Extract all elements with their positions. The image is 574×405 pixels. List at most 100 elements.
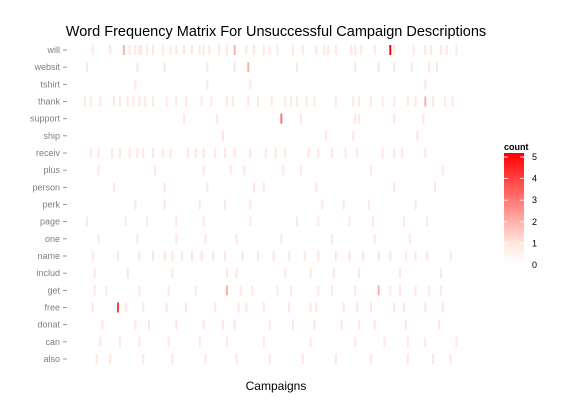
heatmap-cell-will (276, 45, 279, 55)
x-axis-label: Campaigns (246, 379, 307, 393)
legend: count 5 4 3 2 1 0 (504, 142, 537, 270)
heatmap-cell-receiv (214, 148, 217, 158)
heatmap-cell-includ (332, 268, 335, 279)
heatmap-cell-page (348, 216, 351, 227)
y-tick-label-one: one (45, 234, 60, 244)
heatmap-cell-websit (233, 62, 236, 73)
heatmap-cell-person (113, 182, 116, 193)
heatmap-cell-receiv (264, 148, 267, 158)
heatmap-cell-receiv (169, 148, 172, 158)
heatmap-cell-free (91, 302, 94, 313)
heatmap-cell-thank (231, 96, 234, 107)
heatmap-cell-thank (381, 96, 384, 107)
heatmap-cell-will (360, 45, 363, 55)
heatmap-cell-page (85, 216, 88, 227)
heatmap-cell-name (152, 251, 154, 261)
heatmap-cell-get (428, 285, 431, 296)
heatmap-cell-thank (270, 96, 273, 107)
heatmap-cell-can (99, 336, 102, 347)
heatmap-cell-name (362, 251, 365, 261)
heatmap-cell-plus (299, 165, 302, 176)
heatmap-cell-donat (404, 319, 407, 330)
heatmap-cell-will (175, 45, 178, 55)
heatmap-cell-websit (435, 62, 438, 73)
heatmap-cell-also (268, 354, 271, 364)
heatmap-cell-name (377, 251, 380, 261)
heatmap-cell-can (354, 336, 357, 347)
legend-color-bar (504, 153, 524, 265)
heatmap-cell-will (455, 45, 458, 55)
heatmap-cell-donat (358, 319, 361, 330)
heatmap-cell-name (449, 251, 452, 261)
heatmap-cell-also (171, 354, 174, 364)
heatmap-cell-will (315, 45, 318, 55)
heatmap-cell-thank (200, 96, 203, 107)
heatmap-cell-donat (134, 319, 137, 330)
y-tick-label-receiv: receiv (36, 148, 61, 158)
heatmap-cell-receiv (344, 148, 347, 158)
legend-tick-label: 5 (532, 152, 537, 162)
heatmap-cell-receiv (223, 148, 226, 158)
heatmap-cell-name (404, 251, 407, 261)
heatmap-cell-thank (225, 96, 228, 107)
heatmap-cell-support (299, 113, 302, 124)
heatmap-cell-name (91, 251, 94, 261)
heatmap-cell-will (327, 45, 330, 55)
heatmap-cell-websit (410, 62, 413, 73)
heatmap-cell-page (175, 216, 178, 227)
heatmap-cell-page (402, 216, 405, 227)
heatmap-cell-free (441, 302, 444, 313)
heatmap-cell-get (138, 285, 141, 296)
heatmap-cell-thank (432, 96, 435, 107)
heatmap-cell-thank (295, 96, 298, 107)
heatmap-cell-will (169, 45, 172, 55)
heatmap-cell-ship (352, 130, 355, 141)
heatmap-cell-free (237, 302, 240, 313)
heatmap-cell-free (142, 302, 145, 313)
heatmap-cell-thank (406, 96, 409, 107)
heatmap-cell-thank (393, 96, 396, 107)
heatmap-cell-will (128, 45, 131, 55)
heatmap-cell-will (183, 45, 186, 55)
heatmap-cell-websit (354, 62, 357, 73)
y-tick-label-free: free (44, 303, 60, 313)
heatmap-cell-can (383, 336, 386, 347)
heatmap-cell-also (334, 354, 337, 364)
heatmap-cell-get (290, 285, 293, 296)
heatmap-cell-name (334, 251, 337, 261)
heatmap-cell-name (348, 251, 351, 261)
heatmap-cell-will (140, 45, 143, 55)
heatmap-cell-perk (163, 199, 166, 210)
heatmap-cell-free (402, 302, 405, 313)
legend-tick-label: 3 (532, 195, 537, 205)
heatmap-cell-includ (439, 268, 442, 279)
heatmap-cell-websit (136, 62, 139, 73)
heatmap-cell-thank (185, 96, 188, 107)
heatmap-cell-tshirt (249, 79, 252, 90)
heatmap-cell-name (426, 251, 429, 261)
heatmap-cell-perk (342, 199, 345, 210)
legend-tick-label: 1 (532, 238, 537, 248)
heatmap-cell-support (358, 113, 361, 124)
heatmap-cell-will (161, 45, 164, 55)
heatmap-cell-name (163, 251, 166, 261)
heatmap-cell-name (414, 251, 417, 261)
heatmap-cell-receiv (317, 148, 320, 158)
heatmap-cell-support (280, 113, 283, 124)
y-tick-label-support: support (30, 114, 61, 124)
heatmap-cell-will (424, 45, 427, 55)
heatmap-cell-ship (416, 130, 419, 141)
heatmap-cell-tshirt (424, 79, 427, 90)
heatmap-cell-page (295, 216, 298, 227)
heatmap-cell-page (124, 216, 127, 227)
heatmap-cell-get (93, 285, 96, 296)
heatmap-cell-will (134, 45, 137, 55)
heatmap-cell-websit (377, 62, 380, 73)
heatmap-cell-also (235, 354, 238, 364)
heatmap-cell-thank (165, 96, 168, 107)
heatmap-cell-get (225, 285, 228, 296)
heatmap-cell-name (257, 251, 259, 261)
heatmap-cell-will (334, 45, 337, 55)
heatmap-cell-thank (132, 96, 135, 107)
